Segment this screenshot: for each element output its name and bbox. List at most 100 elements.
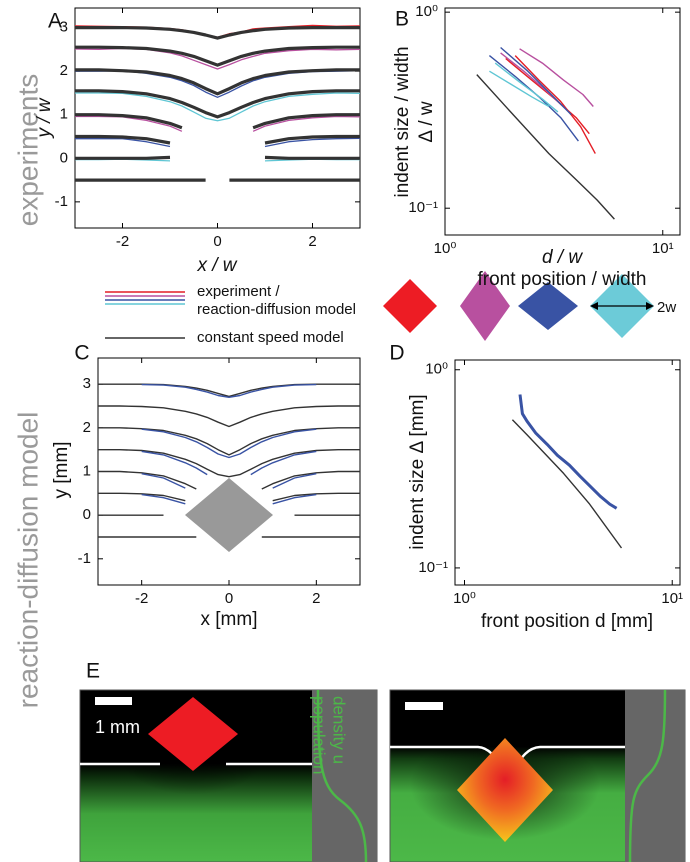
legend-diamond: [518, 282, 578, 330]
data-line: [519, 48, 594, 107]
legend-label: reaction-diffusion model: [197, 301, 356, 318]
y-tick-label: 2: [83, 419, 91, 436]
x-tick-label: 0: [213, 233, 221, 250]
y-tick-label: 0: [60, 149, 68, 166]
panel-letter: B: [395, 8, 409, 31]
data-line: [98, 427, 360, 456]
x-axis-label: front position / width: [478, 269, 647, 290]
data-line: [141, 428, 317, 459]
data-line: [75, 89, 360, 119]
density-strip: [625, 690, 685, 862]
panel-letter: C: [74, 342, 89, 365]
density-curve: [316, 689, 368, 862]
density-label: population: [310, 696, 329, 774]
y-tick-label: 3: [83, 375, 91, 392]
y-tick-label: 10⁻¹: [418, 559, 448, 576]
density-curve: [628, 689, 667, 862]
data-line: [75, 113, 360, 130]
obstacle: [457, 738, 553, 842]
data-line: [75, 26, 360, 40]
panel-letter: E: [86, 660, 100, 683]
width-label: 2w: [657, 299, 676, 316]
data-line: [98, 492, 360, 502]
obstacle: [148, 697, 238, 771]
panel-letter: D: [389, 342, 404, 365]
series-group: [511, 394, 623, 549]
arrow-head: [590, 302, 654, 310]
data-line: [75, 155, 360, 160]
data-line: [489, 70, 550, 108]
x-tick-label: 10⁰: [453, 590, 476, 607]
y-tick-label: 10⁻¹: [408, 199, 438, 216]
data-line: [75, 137, 360, 148]
data-line: [75, 68, 360, 96]
y-tick-label: 10⁰: [425, 361, 448, 378]
scale-label: 1 mm: [95, 717, 140, 737]
panel: Ay / w x / w -2 0 2 -1 0 1 2 3: [34, 7, 361, 276]
y-tick-label: 1: [83, 462, 91, 479]
scale-bar: [95, 697, 132, 705]
scale-bar: [405, 702, 443, 710]
data-line: [75, 134, 360, 145]
y-axis-label: y / w: [34, 97, 55, 139]
data-line: [98, 470, 360, 490]
panel-e: E 1 mm population density u: [79, 660, 686, 862]
data-line: [98, 449, 360, 478]
plot-frame: [454, 359, 681, 586]
data-line: [75, 92, 360, 122]
legend-label: experiment /: [197, 283, 280, 300]
data-line: [98, 383, 360, 398]
data-line: [476, 74, 615, 220]
legend: experiment / reaction-diffusion model co…: [105, 271, 676, 346]
y-tick-label: -1: [78, 550, 91, 567]
y-tick-label: 10⁰: [415, 3, 438, 20]
x-tick-label: 10⁰: [434, 240, 457, 257]
x-tick-label: -2: [135, 590, 148, 607]
y-axis-label: indent size Δ [mm]: [407, 394, 428, 549]
obstacle: [185, 478, 273, 552]
data-line: [500, 46, 572, 116]
x-tick-label: -2: [116, 233, 129, 250]
x-axis-label: x [mm]: [201, 609, 258, 630]
y-tick-label: 1: [60, 106, 68, 123]
y-axis-label: Δ / w: [416, 101, 437, 142]
series-group: [98, 383, 360, 538]
legend-diamond: [460, 271, 510, 341]
x-tick-label: 10¹: [652, 240, 674, 257]
legend-label: constant speed model: [197, 329, 344, 346]
series-group: [75, 24, 360, 182]
x-axis-label: d / w: [542, 247, 583, 268]
y-tick-label: 0: [83, 506, 91, 523]
x-tick-label: 2: [312, 590, 320, 607]
series-group: [476, 46, 615, 220]
data-line: [75, 45, 360, 67]
x-tick-label: 2: [308, 233, 316, 250]
legend-diamond: [383, 279, 437, 333]
side-label: experiments: [12, 74, 43, 227]
side-label: reaction-diffusion model: [12, 412, 43, 709]
x-axis-label: x / w: [196, 255, 237, 276]
y-tick-label: 2: [60, 62, 68, 79]
data-line: [75, 115, 360, 132]
data-line: [518, 394, 618, 510]
plot-frame: [444, 7, 681, 236]
data-line: [511, 419, 623, 549]
data-line: [141, 383, 317, 398]
data-line: [494, 62, 559, 113]
data-line: [514, 55, 596, 154]
data-line: [141, 473, 317, 489]
panel-letter: A: [48, 10, 62, 33]
y-axis-label: y [mm]: [51, 442, 72, 499]
data-line: [141, 450, 317, 476]
data-line: [141, 493, 317, 505]
x-axis-label: front position d [mm]: [481, 611, 653, 632]
x-tick-label: 0: [225, 590, 233, 607]
x-tick-label: 10¹: [661, 590, 683, 607]
data-line: [98, 405, 360, 428]
y-tick-label: 3: [60, 19, 68, 36]
y-tick-label: -1: [55, 193, 68, 210]
y-axis-label: indent size / width: [392, 46, 413, 197]
